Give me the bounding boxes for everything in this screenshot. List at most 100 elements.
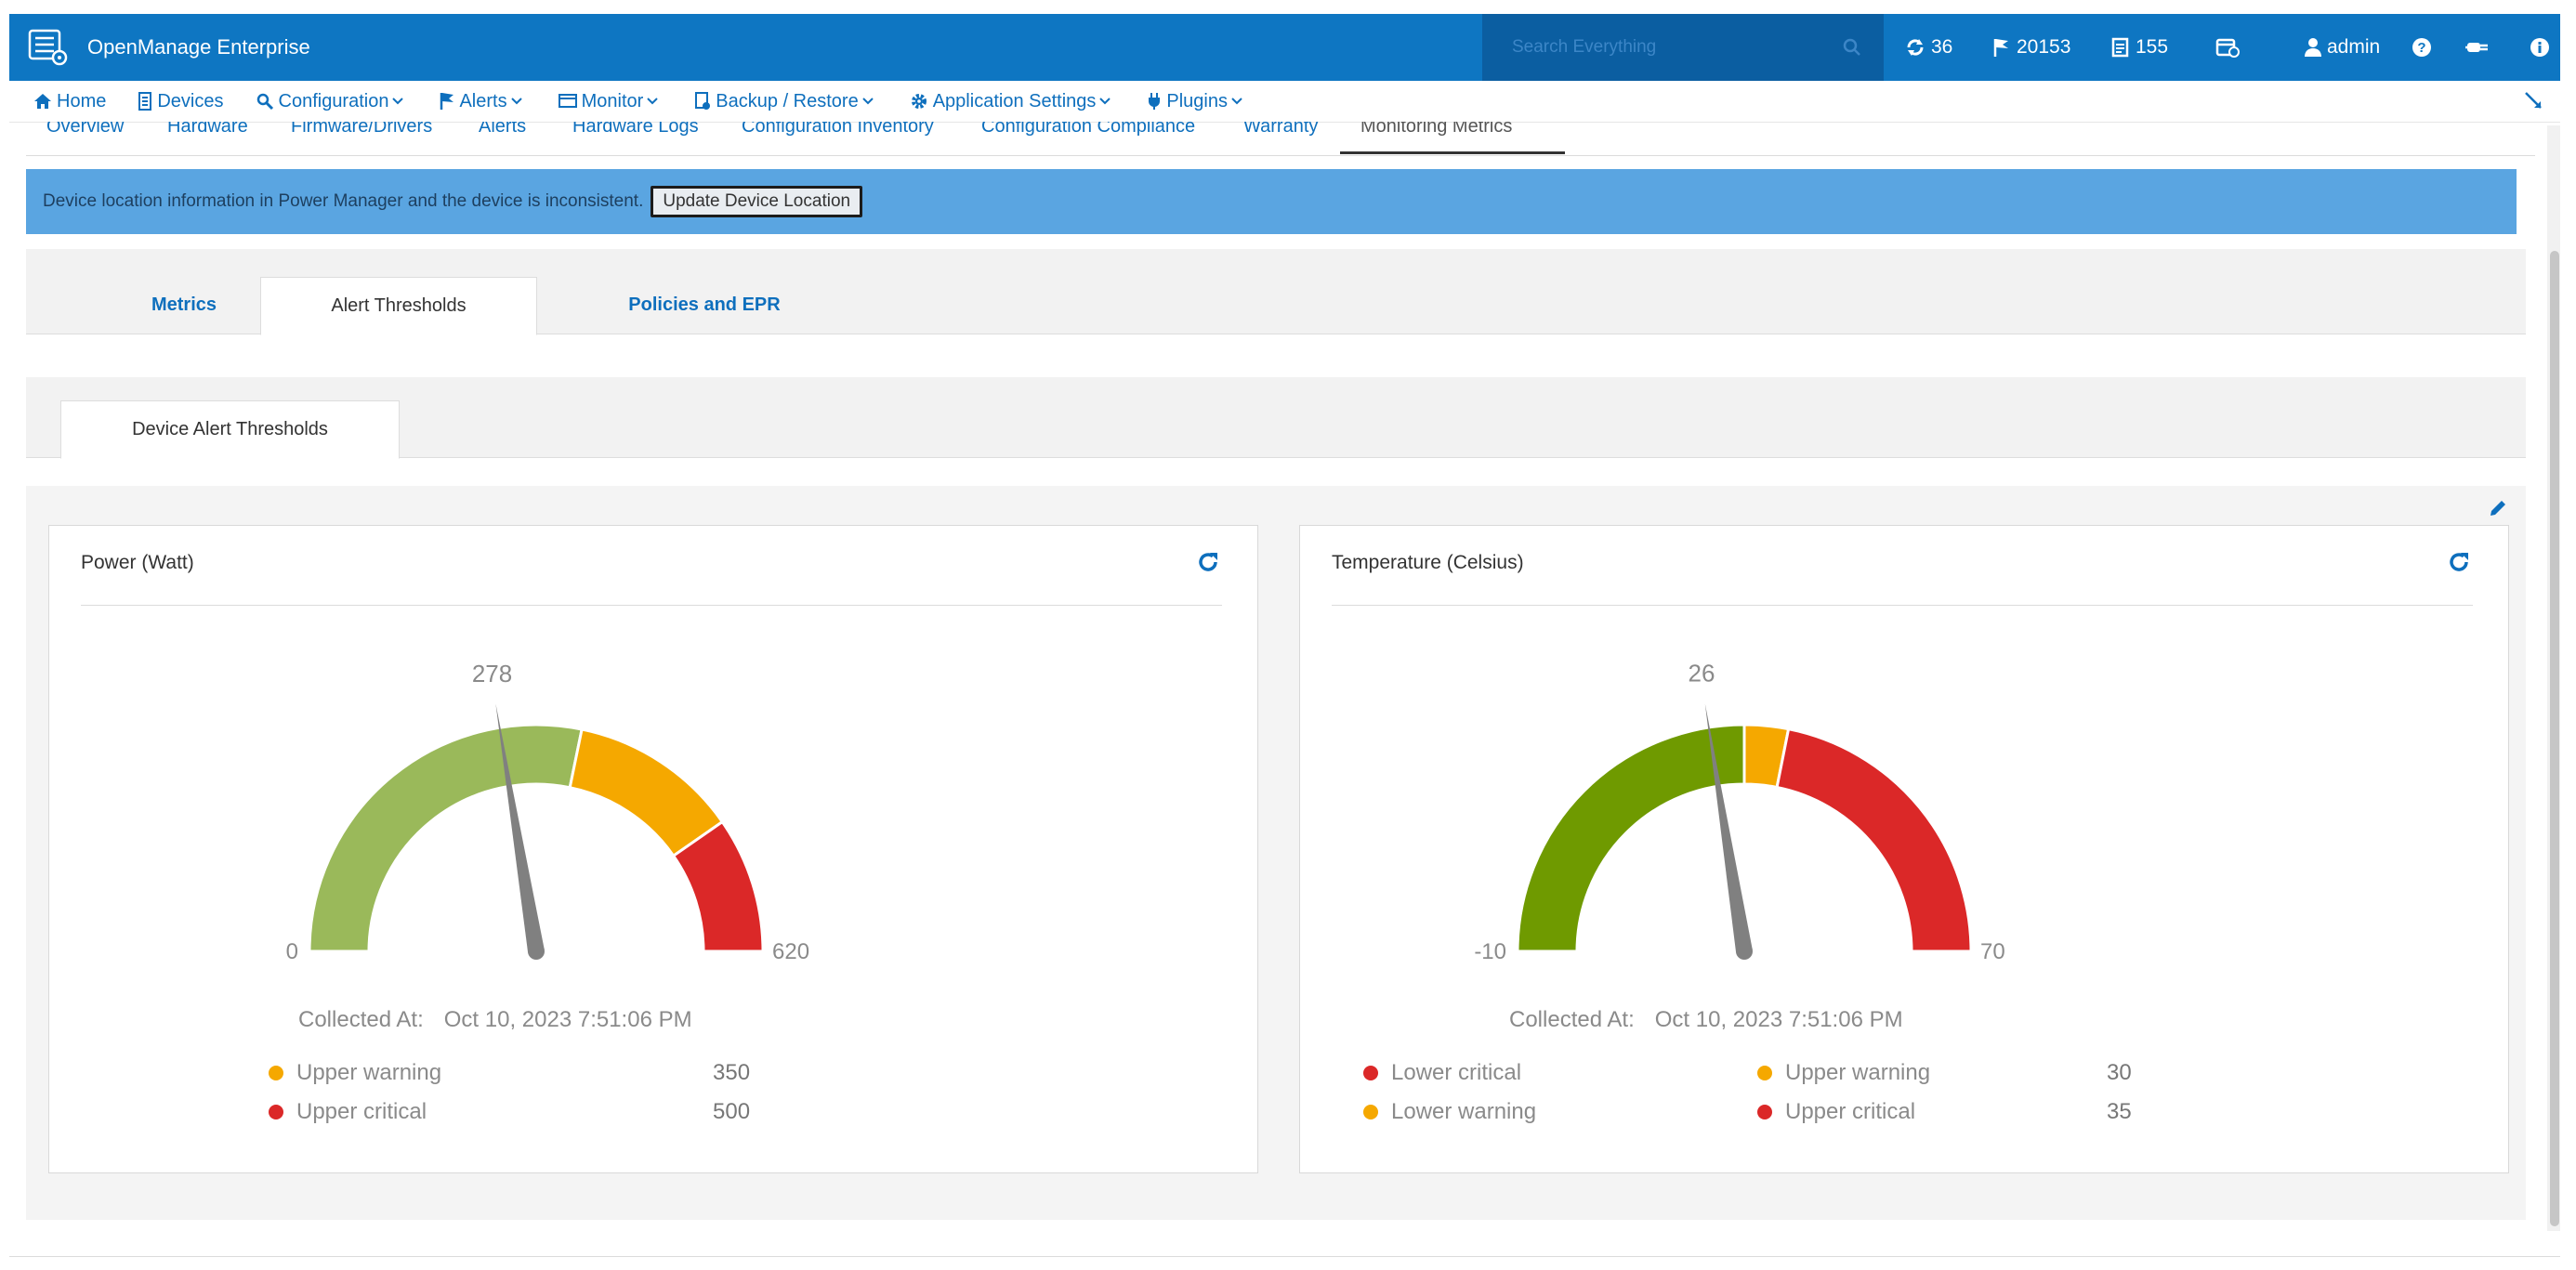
divider bbox=[9, 1256, 2560, 1257]
legend-upper-warning: Upper warning bbox=[269, 1060, 441, 1086]
gauge-band-critical bbox=[1775, 727, 1973, 953]
user-name: admin bbox=[2327, 36, 2381, 58]
nav-monitor[interactable]: Monitor bbox=[558, 91, 664, 112]
backup-icon bbox=[695, 92, 711, 110]
temperature-card: Temperature (Celsius) 26 -10 70 Collected … bbox=[1299, 525, 2509, 1173]
thresholds-panel: Power (Watt) 278 0 620 Collected At: Oct 10… bbox=[26, 486, 2526, 1220]
nav-devices[interactable]: Devices bbox=[138, 91, 224, 112]
tab-hardware-logs[interactable]: Hardware Logs bbox=[572, 122, 699, 137]
devices-icon bbox=[138, 92, 152, 111]
vertical-scrollbar[interactable] bbox=[2547, 125, 2560, 1231]
plugin-icon[interactable] bbox=[2465, 14, 2490, 81]
active-tab-indicator bbox=[1340, 151, 1565, 154]
flag-icon bbox=[440, 93, 454, 110]
gauge-hub bbox=[1736, 943, 1753, 960]
gauge-max-label: 620 bbox=[772, 939, 809, 964]
temperature-card-title: Temperature (Celsius) bbox=[1332, 552, 1524, 573]
tab-monitoring-metrics[interactable]: Monitoring Metrics bbox=[1360, 122, 1513, 137]
svg-text:?: ? bbox=[2417, 40, 2425, 56]
alerts-count: 20153 bbox=[2017, 36, 2071, 58]
help-icon[interactable]: ? bbox=[2412, 14, 2432, 81]
gear-icon bbox=[911, 94, 927, 109]
update-device-location-button[interactable]: Update Device Location bbox=[651, 186, 863, 217]
metrics-subtabs: Metrics Alert Thresholds Policies and EP… bbox=[26, 249, 2526, 335]
tab-firmware-drivers[interactable]: Firmware/Drivers bbox=[291, 122, 433, 137]
tab-warranty[interactable]: Warranty bbox=[1243, 122, 1319, 137]
legend-value: 30 bbox=[2107, 1060, 2132, 1085]
chevron-down-icon bbox=[1099, 98, 1111, 105]
warning-dot-icon bbox=[1757, 1066, 1772, 1080]
nav-home-label: Home bbox=[57, 90, 107, 111]
divider bbox=[1332, 605, 2473, 606]
critical-dot-icon bbox=[269, 1105, 283, 1119]
refresh-icon[interactable] bbox=[1196, 550, 1220, 579]
power-collected-at: Collected At: Oct 10, 2023 7:51:06 PM bbox=[298, 1007, 692, 1033]
tab-policies-epr[interactable]: Policies and EPR bbox=[628, 295, 781, 315]
power-card-title: Power (Watt) bbox=[81, 552, 194, 573]
tab-overview[interactable]: Overview bbox=[46, 122, 125, 137]
legend-upper-warning: Upper warning bbox=[1757, 1060, 1930, 1086]
nav-app-settings-label: Application Settings bbox=[932, 90, 1097, 111]
info-icon[interactable] bbox=[2530, 14, 2550, 81]
brand[interactable]: OpenManage Enterprise bbox=[28, 25, 310, 70]
legend-value: 350 bbox=[713, 1060, 751, 1085]
scrollbar-thumb[interactable] bbox=[2550, 251, 2559, 1226]
nav-configuration[interactable]: Configuration bbox=[256, 91, 409, 112]
gauge-needle bbox=[1704, 703, 1753, 953]
home-icon bbox=[34, 94, 51, 109]
warning-dot-icon bbox=[269, 1066, 283, 1080]
nav-home[interactable]: Home bbox=[33, 91, 106, 112]
user-menu[interactable]: admin bbox=[2305, 14, 2380, 81]
legend-value: 35 bbox=[2107, 1099, 2132, 1124]
calendar-status-icon[interactable] bbox=[2215, 14, 2240, 81]
main-nav: Home Devices Configuration Alerts Monito… bbox=[9, 81, 2560, 123]
nav-alerts[interactable]: Alerts bbox=[440, 91, 526, 112]
user-icon bbox=[2305, 38, 2321, 57]
banner-text: Device location information in Power Man… bbox=[43, 191, 644, 211]
pin-icon[interactable] bbox=[2523, 90, 2543, 115]
warranty-indicator[interactable]: 155 bbox=[2111, 14, 2168, 81]
gauge-band-critical bbox=[671, 819, 765, 953]
nav-backup-restore[interactable]: Backup / Restore bbox=[694, 91, 877, 112]
tab-alert-thresholds[interactable]: Alert Thresholds bbox=[260, 277, 537, 335]
nav-alerts-label: Alerts bbox=[459, 90, 507, 111]
monitor-icon bbox=[558, 94, 577, 108]
nav-configuration-label: Configuration bbox=[278, 90, 389, 111]
search-input[interactable] bbox=[1510, 28, 1830, 67]
chevron-down-icon bbox=[392, 98, 404, 105]
collected-label: Collected At: bbox=[298, 1007, 424, 1032]
tab-configuration-inventory[interactable]: Configuration Inventory bbox=[742, 122, 934, 137]
tab-hardware[interactable]: Hardware bbox=[167, 122, 248, 137]
document-icon bbox=[2111, 37, 2129, 58]
chevron-down-icon bbox=[510, 98, 522, 105]
edit-icon[interactable] bbox=[2487, 497, 2509, 524]
nav-plugins[interactable]: Plugins bbox=[1147, 91, 1247, 112]
nav-application-settings[interactable]: Application Settings bbox=[910, 91, 1116, 112]
gauge-band-normal bbox=[308, 723, 584, 953]
critical-dot-icon bbox=[1363, 1066, 1378, 1080]
tab-alerts[interactable]: Alerts bbox=[479, 122, 527, 137]
collected-time: Oct 10, 2023 7:51:06 PM bbox=[1654, 1007, 1903, 1032]
configuration-icon bbox=[256, 93, 273, 111]
tab-device-alert-thresholds[interactable]: Device Alert Thresholds bbox=[60, 400, 400, 459]
legend-label: Lower warning bbox=[1391, 1099, 1537, 1124]
chevron-down-icon bbox=[862, 98, 874, 105]
global-search bbox=[1482, 14, 1884, 81]
legend-upper-critical: Upper critical bbox=[269, 1099, 427, 1125]
legend-label: Upper critical bbox=[296, 1099, 427, 1124]
gauge-value: 26 bbox=[1689, 660, 1715, 687]
divider bbox=[81, 605, 1222, 606]
tab-configuration-compliance[interactable]: Configuration Compliance bbox=[981, 122, 1196, 137]
search-icon[interactable] bbox=[1843, 38, 1861, 61]
collected-time: Oct 10, 2023 7:51:06 PM bbox=[443, 1007, 692, 1032]
alerts-indicator[interactable]: 20153 bbox=[1992, 14, 2070, 81]
collected-label: Collected At: bbox=[1509, 1007, 1635, 1032]
refresh-icon[interactable] bbox=[2447, 550, 2471, 579]
tab-metrics[interactable]: Metrics bbox=[151, 295, 217, 315]
chevron-down-icon bbox=[1231, 98, 1242, 105]
critical-dot-icon bbox=[1757, 1105, 1772, 1119]
legend-label: Upper critical bbox=[1785, 1099, 1916, 1124]
jobs-indicator[interactable]: 36 bbox=[1905, 14, 1952, 81]
power-gauge: 278 0 620 bbox=[286, 660, 809, 964]
legend-label: Upper warning bbox=[1785, 1060, 1931, 1085]
